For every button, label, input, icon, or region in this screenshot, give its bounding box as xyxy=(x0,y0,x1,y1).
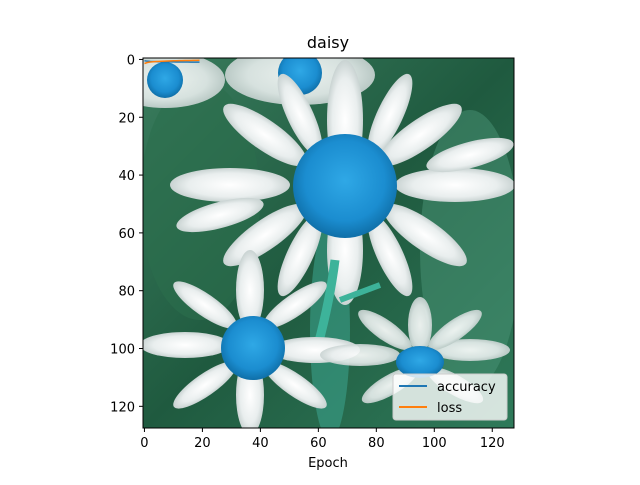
y-tick-label: 20 xyxy=(118,111,135,126)
y-tick-label: 120 xyxy=(110,400,135,415)
x-tick-label: 80 xyxy=(368,436,385,451)
x-tick-label: 20 xyxy=(194,436,211,451)
legend-label-loss: loss xyxy=(437,401,462,416)
legend-label-accuracy: accuracy xyxy=(437,380,496,395)
x-tick-label: 0 xyxy=(140,436,148,451)
background-image xyxy=(143,58,514,428)
y-tick-label: 80 xyxy=(118,285,135,300)
x-tick-label: 120 xyxy=(480,436,505,451)
y-tick-label: 60 xyxy=(118,227,135,242)
chart-title: daisy xyxy=(307,33,349,52)
series-layer xyxy=(144,59,200,65)
x-tick-label: 40 xyxy=(252,436,269,451)
flower-top-left xyxy=(143,58,225,108)
plot-frame xyxy=(142,57,515,429)
y-tick-label: 0 xyxy=(127,53,135,68)
y-axis: 0 20 40 60 80 100 120 xyxy=(110,53,143,415)
x-axis-title: Epoch xyxy=(308,456,348,471)
legend: accuracy loss xyxy=(392,373,508,421)
x-tick-label: 100 xyxy=(422,436,447,451)
stem xyxy=(313,259,340,347)
x-tick-label: 60 xyxy=(310,436,327,451)
y-tick-label: 40 xyxy=(118,169,135,184)
y-tick-label: 100 xyxy=(110,343,135,358)
flower-lower-left xyxy=(143,250,360,428)
x-axis: 0 20 40 60 80 100 120 xyxy=(140,428,505,451)
series-line-loss xyxy=(144,59,200,65)
